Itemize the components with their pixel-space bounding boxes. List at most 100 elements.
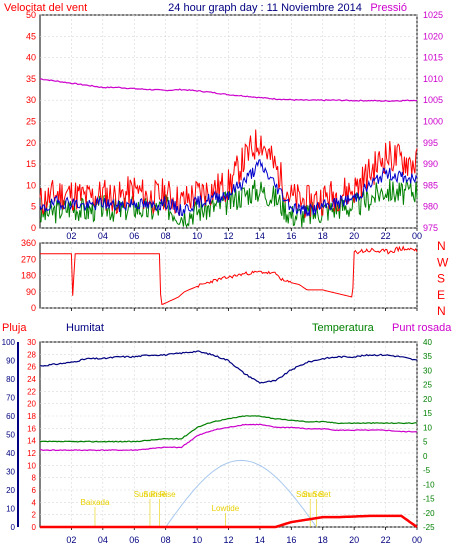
rain-y-tick-label: 28 — [27, 350, 36, 359]
wind-x-tick-label: 10 — [192, 231, 202, 241]
pressure-y-tick-label: 1000 — [423, 117, 443, 127]
wind-x-tick-label: 16 — [286, 231, 296, 241]
temperature-y-tick-label: 5 — [423, 438, 428, 447]
wind-x-tick-label: 06 — [129, 231, 139, 241]
rain-y-tick-label: 4 — [32, 498, 37, 507]
wind-x-tick-label: 04 — [98, 231, 108, 241]
humidity-x-tick-label: 06 — [129, 535, 139, 545]
wind-y-tick-label: 15 — [26, 159, 36, 169]
humidity-x-tick-label: 16 — [286, 535, 296, 545]
rain-y-tick-label: 16 — [27, 424, 36, 433]
humidity-x-tick-label: 04 — [98, 535, 108, 545]
humidity-y-tick-label: 90 — [6, 357, 15, 366]
direction-y-tick-label: 180 — [21, 271, 36, 281]
direction-y-tick-label: 270 — [21, 254, 36, 264]
pressure-line — [39, 78, 418, 103]
humidity-x-tick-label: 22 — [381, 535, 391, 545]
temperature-y-tick-label: 20 — [423, 395, 432, 404]
wind-y-tick-label: 35 — [26, 74, 36, 84]
event-annotation: Sun Rise — [143, 490, 176, 499]
wind-x-tick-label: 02 — [66, 231, 76, 241]
direction-compass-label: N — [437, 304, 446, 318]
temperature-y-tick-label: -25 — [423, 523, 435, 532]
event-annotation: Sun Rise — [134, 490, 167, 499]
left-title: Velocitat del vent — [4, 2, 87, 14]
chart-title: 24 hour graph day : 11 Noviembre 2014 — [168, 2, 362, 14]
wind-y-tick-label: 0 — [31, 223, 36, 233]
wind-x-tick-label: 20 — [349, 231, 359, 241]
temperature-y-tick-label: -20 — [423, 509, 435, 518]
direction-compass-label: W — [437, 255, 449, 269]
temperature-y-tick-label: 35 — [423, 352, 432, 361]
rain-y-tick-label: 10 — [27, 461, 36, 470]
sun-elevation-curve — [165, 459, 317, 528]
humidity-x-tick-label: 02 — [66, 535, 76, 545]
rain-y-tick-label: 26 — [27, 363, 36, 372]
dewpoint-line — [39, 423, 418, 452]
wind-y-tick-label: 40 — [26, 53, 36, 63]
wind-y-tick-label: 5 — [31, 202, 36, 212]
wind-speed-red-line — [39, 129, 418, 218]
event-annotation: Sun Set — [296, 490, 325, 499]
humidity-y-tick-label: 10 — [6, 505, 15, 514]
humidity-y-tick-label: 70 — [6, 394, 15, 403]
humidity-x-tick-label: 14 — [255, 535, 265, 545]
wind-y-tick-label: 25 — [26, 117, 36, 127]
humidity-y-tick-label: 30 — [6, 468, 15, 477]
temperature-y-tick-label: 10 — [423, 423, 432, 432]
wind-y-tick-label: 45 — [26, 31, 36, 41]
temperature-line — [40, 415, 418, 443]
event-annotation: Sun Set — [302, 490, 331, 499]
temperature-y-tick-label: 15 — [423, 409, 432, 418]
pressure-y-tick-label: 990 — [423, 159, 438, 169]
humidity-x-tick-label: 12 — [223, 535, 233, 545]
direction-y-tick-label: 360 — [21, 238, 36, 248]
humidity-x-tick-label: 18 — [318, 535, 328, 545]
direction-compass-label: N — [437, 239, 446, 253]
wind-x-tick-label: 14 — [255, 231, 265, 241]
wind-x-tick-label: 18 — [318, 231, 328, 241]
wind-x-tick-label: 22 — [381, 231, 391, 241]
wind-x-tick-label: 08 — [161, 231, 171, 241]
rain-y-tick-label: 6 — [32, 486, 37, 495]
wind-direction-line — [40, 245, 418, 306]
rain-y-tick-label: 12 — [27, 449, 36, 458]
temperature-y-tick-label: 40 — [423, 338, 432, 347]
event-annotation: Baixada — [81, 498, 110, 507]
rain-y-tick-label: 14 — [27, 437, 36, 446]
event-annotation: Lowtide — [212, 504, 240, 513]
humidity-y-tick-label: 50 — [6, 431, 15, 440]
wind-y-tick-label: 50 — [26, 10, 36, 20]
temperature-y-tick-label: 25 — [423, 381, 432, 390]
pressure-y-tick-label: 985 — [423, 180, 438, 190]
wind-avg-blue-line — [39, 159, 418, 217]
temperature-y-tick-label: -15 — [423, 495, 435, 504]
pressure-y-tick-label: 1025 — [423, 10, 443, 20]
wind-x-tick-label: 00 — [412, 231, 422, 241]
direction-y-tick-label: 90 — [26, 287, 36, 297]
humidity-y-tick-label: 100 — [2, 338, 16, 347]
temperature-y-tick-label: -5 — [423, 466, 431, 475]
pressure-y-tick-label: 995 — [423, 138, 438, 148]
wind-y-tick-label: 30 — [26, 95, 36, 105]
legend-entry: Temperatura — [312, 322, 375, 334]
humidity-line — [39, 350, 418, 384]
right-title: Pressió — [370, 2, 407, 14]
wind-y-tick-label: 20 — [26, 138, 36, 148]
pressure-y-tick-label: 1020 — [423, 31, 443, 41]
wind-x-tick-label: 12 — [223, 231, 233, 241]
temperature-y-tick-label: -10 — [423, 480, 435, 489]
pressure-y-tick-label: 980 — [423, 202, 438, 212]
wind-y-tick-label: 10 — [26, 180, 36, 190]
rain-y-tick-label: 30 — [27, 338, 36, 347]
humidity-y-tick-label: 0 — [11, 523, 16, 532]
pressure-y-tick-label: 1015 — [423, 53, 443, 63]
rain-y-tick-label: 22 — [27, 387, 36, 396]
rain-line — [40, 514, 418, 529]
humidity-x-tick-label: 00 — [412, 535, 422, 545]
legend-entry: Pluja — [2, 322, 27, 334]
rain-y-tick-label: 8 — [32, 474, 37, 483]
rain-y-tick-label: 2 — [32, 511, 37, 520]
